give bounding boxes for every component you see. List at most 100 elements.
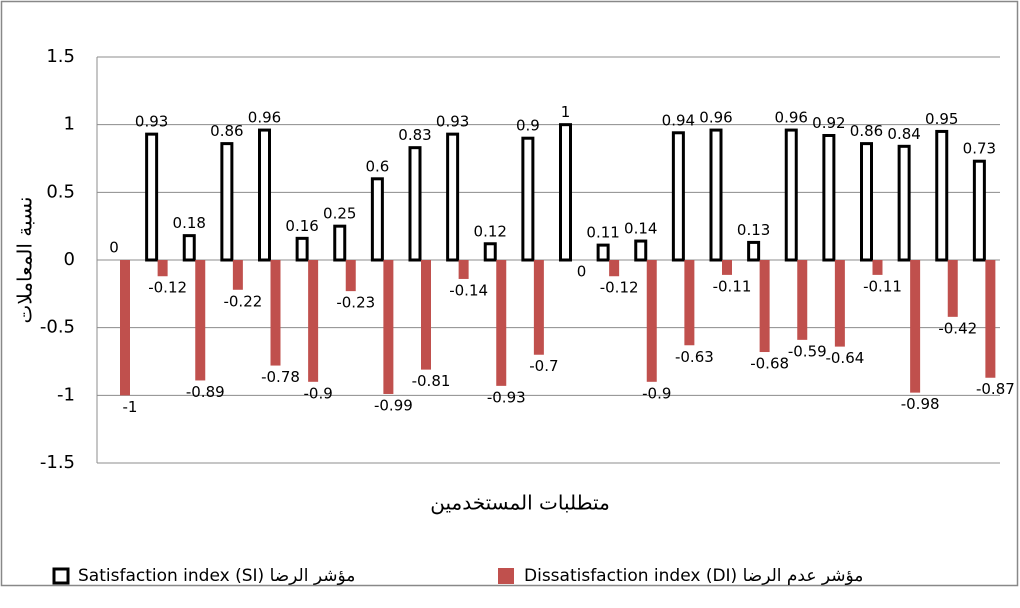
bar bbox=[446, 132, 460, 262]
bar bbox=[860, 142, 873, 262]
y-tick-label: -1.5 bbox=[40, 452, 75, 473]
bar bbox=[935, 129, 949, 262]
data-label: -0.64 bbox=[825, 349, 864, 367]
data-label: -0.23 bbox=[336, 294, 375, 312]
data-label: -0.93 bbox=[487, 388, 526, 406]
data-label: -0.12 bbox=[148, 279, 187, 297]
data-label: 0.93 bbox=[135, 113, 168, 131]
bar bbox=[308, 260, 319, 382]
bar bbox=[784, 128, 798, 262]
bar bbox=[747, 240, 761, 262]
bar bbox=[220, 142, 234, 262]
data-label: -0.9 bbox=[642, 384, 671, 402]
data-label: -0.9 bbox=[303, 384, 332, 402]
y-tick-label: 1.5 bbox=[46, 46, 75, 67]
legend-marker bbox=[52, 567, 70, 585]
data-label: -0.11 bbox=[713, 277, 752, 295]
bar bbox=[195, 260, 206, 381]
bar bbox=[295, 236, 309, 262]
data-label: -0.63 bbox=[675, 348, 714, 366]
bar bbox=[182, 234, 196, 262]
data-label: -0.81 bbox=[412, 372, 451, 390]
bar bbox=[232, 260, 243, 290]
data-label: 0.18 bbox=[173, 214, 206, 232]
data-label: 0.93 bbox=[436, 113, 469, 131]
bar bbox=[822, 133, 836, 262]
data-label: 0.86 bbox=[210, 122, 243, 140]
bar bbox=[985, 260, 996, 378]
data-label: -0.87 bbox=[976, 380, 1015, 398]
data-label: 1 bbox=[561, 103, 571, 121]
bar bbox=[383, 260, 394, 394]
y-tick-label: -0.5 bbox=[40, 317, 75, 338]
bar bbox=[483, 242, 497, 262]
x-axis-title: متطلبات المستخدمين bbox=[430, 491, 610, 515]
bar bbox=[145, 132, 159, 262]
bar bbox=[709, 128, 723, 262]
bar bbox=[722, 260, 732, 275]
bar bbox=[646, 260, 657, 382]
legend-label: Dissatisfaction index (DI) مؤشر عدم الرض… bbox=[524, 566, 863, 586]
data-label: -0.12 bbox=[600, 279, 639, 297]
bar bbox=[345, 260, 356, 292]
bar bbox=[270, 260, 281, 366]
data-label: 0.84 bbox=[887, 125, 920, 143]
data-label: 0.95 bbox=[925, 110, 958, 128]
legend-marker bbox=[498, 568, 514, 584]
y-tick-label: 0 bbox=[64, 249, 75, 270]
bar bbox=[834, 260, 845, 347]
bar bbox=[496, 260, 507, 386]
bar bbox=[157, 260, 168, 277]
bar bbox=[872, 260, 883, 275]
bar bbox=[684, 260, 695, 346]
bar bbox=[609, 260, 620, 277]
data-label: 0.92 bbox=[812, 114, 845, 132]
bar bbox=[533, 260, 544, 355]
bar bbox=[972, 159, 986, 262]
bar bbox=[910, 260, 921, 393]
bar bbox=[797, 260, 808, 340]
data-label: 0.12 bbox=[474, 222, 507, 240]
data-label: 0.25 bbox=[323, 205, 356, 223]
y-tick-label: 1 bbox=[64, 114, 75, 135]
data-label: 0.16 bbox=[285, 217, 318, 235]
data-label: -0.99 bbox=[374, 396, 413, 414]
data-label: 0.94 bbox=[662, 111, 695, 129]
legend-label: Satisfaction index (SI) مؤشر الرضا bbox=[78, 566, 355, 586]
data-label: -0.89 bbox=[186, 383, 225, 401]
bar bbox=[759, 260, 770, 353]
data-label: -0.14 bbox=[449, 281, 488, 299]
data-label: 0.13 bbox=[737, 221, 770, 239]
data-label: -0.78 bbox=[261, 368, 300, 386]
bar bbox=[120, 260, 130, 396]
bar bbox=[897, 144, 911, 262]
data-label: 0.73 bbox=[963, 140, 996, 158]
bar bbox=[521, 136, 535, 262]
bar bbox=[458, 260, 469, 279]
bar bbox=[947, 260, 958, 317]
bar bbox=[333, 224, 347, 262]
y-tick-label: -1 bbox=[57, 384, 75, 405]
data-label: -0.42 bbox=[938, 319, 977, 337]
data-label: -0.22 bbox=[223, 292, 262, 310]
bar bbox=[258, 128, 271, 262]
data-label: 0.6 bbox=[365, 157, 389, 175]
bar bbox=[370, 177, 384, 262]
data-label: 0.11 bbox=[586, 224, 619, 242]
bar bbox=[559, 123, 572, 262]
data-label: 0.96 bbox=[248, 109, 281, 127]
data-label: -0.7 bbox=[529, 357, 558, 375]
chart-border bbox=[0, 0, 1019, 587]
y-tick-label: 0.5 bbox=[46, 181, 75, 202]
data-label: 0.96 bbox=[775, 109, 808, 127]
bar bbox=[596, 243, 610, 262]
data-label: -0.59 bbox=[788, 342, 827, 360]
data-label: 0.83 bbox=[398, 126, 431, 144]
data-label: -0.98 bbox=[901, 395, 940, 413]
bar bbox=[408, 146, 422, 262]
data-label: -0.68 bbox=[750, 355, 789, 373]
bar bbox=[671, 131, 685, 262]
y-axis-title: نسبة المعاملات bbox=[13, 197, 37, 324]
data-label: 0.9 bbox=[516, 117, 540, 135]
